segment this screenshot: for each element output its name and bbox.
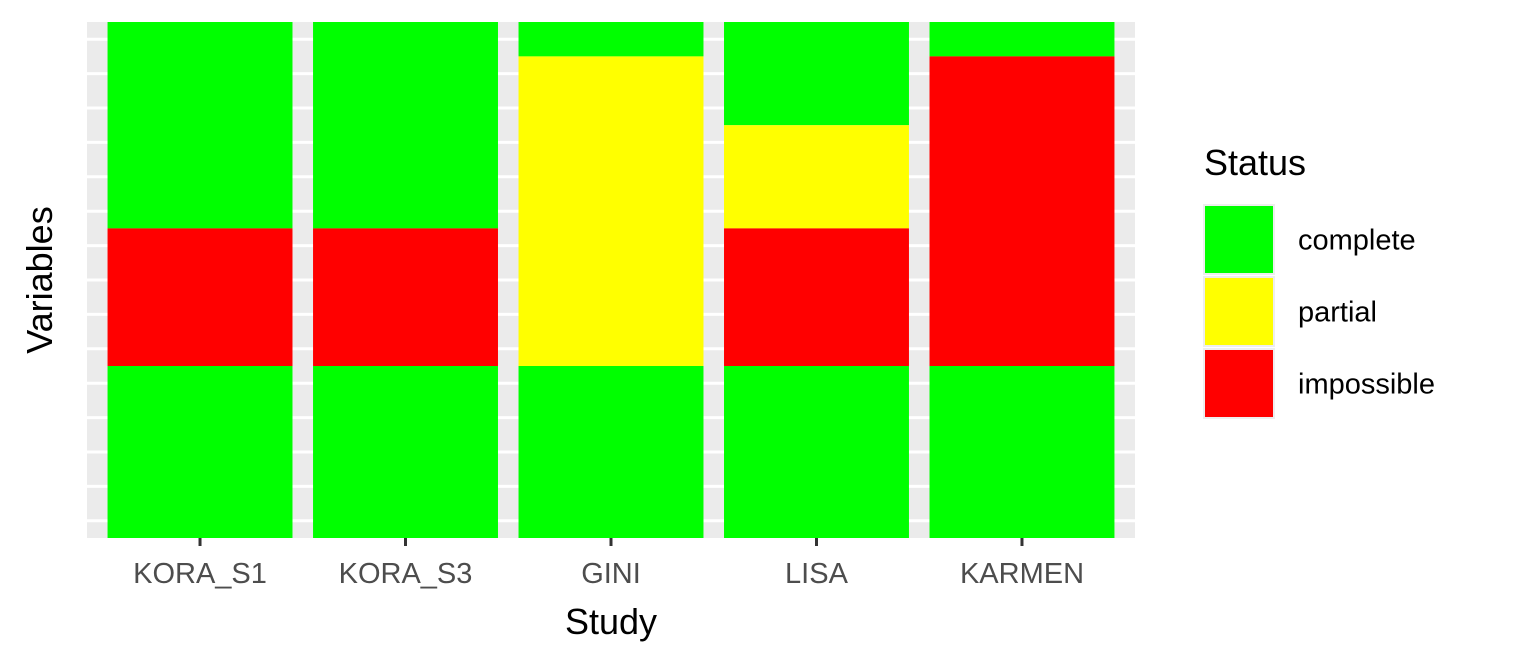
- legend-key-complete: [1203, 204, 1275, 275]
- legend-title: Status: [1204, 142, 1306, 183]
- heatmap-cell-kora-s1-impossible: [107, 228, 293, 366]
- legend: Status complete partial impossible: [1203, 142, 1435, 419]
- x-axis-tick-labels: KORA_S1 KORA_S3 GINI LISA KARMEN: [133, 558, 1084, 590]
- y-axis-title: Variables: [19, 206, 60, 353]
- x-tick-label: KARMEN: [960, 558, 1084, 590]
- heatmap-cell-lisa-partial: [724, 125, 909, 229]
- legend-key-partial: [1203, 276, 1275, 347]
- heatmap-cell-kora-s1-complete: [107, 366, 293, 538]
- heatmap-cell-gini-partial: [518, 56, 704, 367]
- legend-label-impossible: impossible: [1298, 369, 1435, 401]
- heatmap-cell-karmen-impossible: [929, 56, 1115, 367]
- heatmap-cell-kora-s1-complete: [107, 22, 293, 229]
- legend-key-impossible: [1203, 348, 1275, 419]
- legend-label-partial: partial: [1298, 297, 1377, 329]
- legend-entries: complete partial impossible: [1203, 204, 1435, 419]
- heatmap-cell-lisa-complete: [724, 22, 909, 126]
- heatmap-cell-gini-complete: [518, 366, 704, 538]
- x-tick-label: GINI: [581, 558, 641, 590]
- legend-label-complete: complete: [1298, 225, 1416, 257]
- x-tick-label: LISA: [785, 558, 849, 590]
- heatmap-cell-kora-s3-complete: [313, 22, 498, 229]
- heatmap-cell-lisa-impossible: [724, 228, 909, 366]
- heatmap-cell-kora-s3-complete: [313, 366, 498, 538]
- x-tick-label: KORA_S3: [339, 558, 473, 590]
- heatmap-cell-kora-s3-impossible: [313, 228, 498, 366]
- x-axis-ticks: [198, 538, 1024, 546]
- heatmap-cell-karmen-complete: [929, 366, 1115, 538]
- x-axis-title: Study: [565, 601, 657, 642]
- heatmap-cells: [107, 22, 1115, 538]
- heatmap-cell-karmen-complete: [929, 22, 1115, 57]
- heatmap-cell-lisa-complete: [724, 366, 909, 538]
- heatmap-cell-gini-complete: [518, 22, 704, 57]
- x-tick-label: KORA_S1: [133, 558, 267, 590]
